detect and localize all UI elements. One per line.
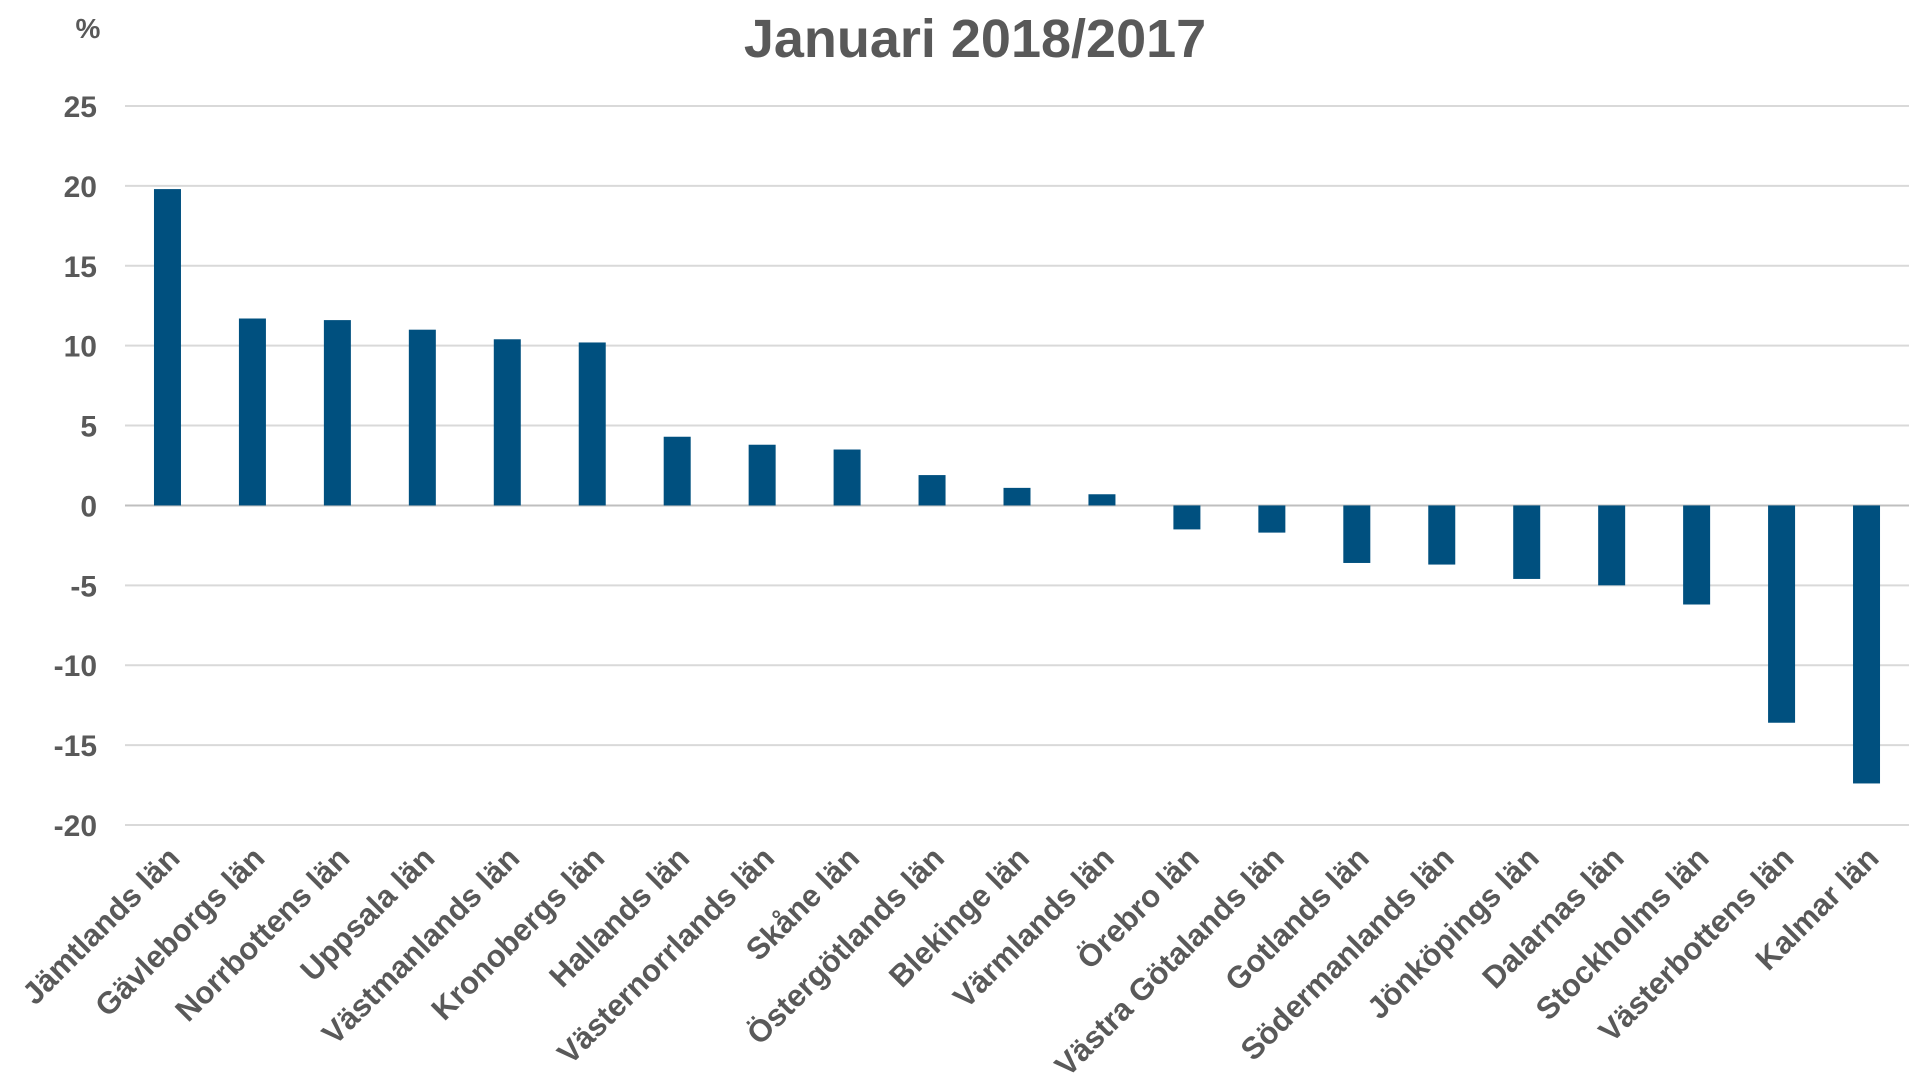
bar xyxy=(1258,505,1286,533)
bar xyxy=(663,436,691,506)
y-tick-label: -20 xyxy=(54,810,97,843)
y-tick-label: 20 xyxy=(64,171,97,204)
bar xyxy=(493,339,521,506)
y-tick-label: 15 xyxy=(64,251,97,284)
y-tick-label: 0 xyxy=(80,490,97,523)
bar xyxy=(1683,505,1711,605)
bar xyxy=(323,320,351,506)
bar xyxy=(1428,505,1456,565)
bar xyxy=(1853,505,1881,784)
bar xyxy=(748,444,776,506)
bars xyxy=(153,189,1881,784)
bar xyxy=(1003,487,1031,506)
bar xyxy=(153,189,181,506)
bar xyxy=(918,475,946,506)
y-tick-label: -10 xyxy=(54,650,97,683)
y-axis-unit-label: % xyxy=(76,13,101,44)
y-axis-ticks: 25 20 15 10 5 0 -5 -10 -15 -20 xyxy=(54,91,97,843)
bar xyxy=(1768,505,1796,723)
y-tick-label: -5 xyxy=(70,570,97,603)
bar xyxy=(1513,505,1541,579)
y-tick-label: 5 xyxy=(80,411,97,444)
gridlines xyxy=(125,105,1909,826)
bar xyxy=(408,329,436,506)
bar xyxy=(1088,494,1116,506)
chart-title: Januari 2018/2017 xyxy=(744,9,1206,69)
y-tick-label: 10 xyxy=(64,331,97,364)
y-tick-label: 25 xyxy=(64,91,97,124)
bar xyxy=(578,342,606,506)
bar xyxy=(833,449,861,506)
y-tick-label: -15 xyxy=(54,730,97,763)
bar xyxy=(1598,505,1626,586)
bar xyxy=(238,318,266,506)
bar xyxy=(1343,505,1371,563)
bar xyxy=(1173,505,1201,530)
